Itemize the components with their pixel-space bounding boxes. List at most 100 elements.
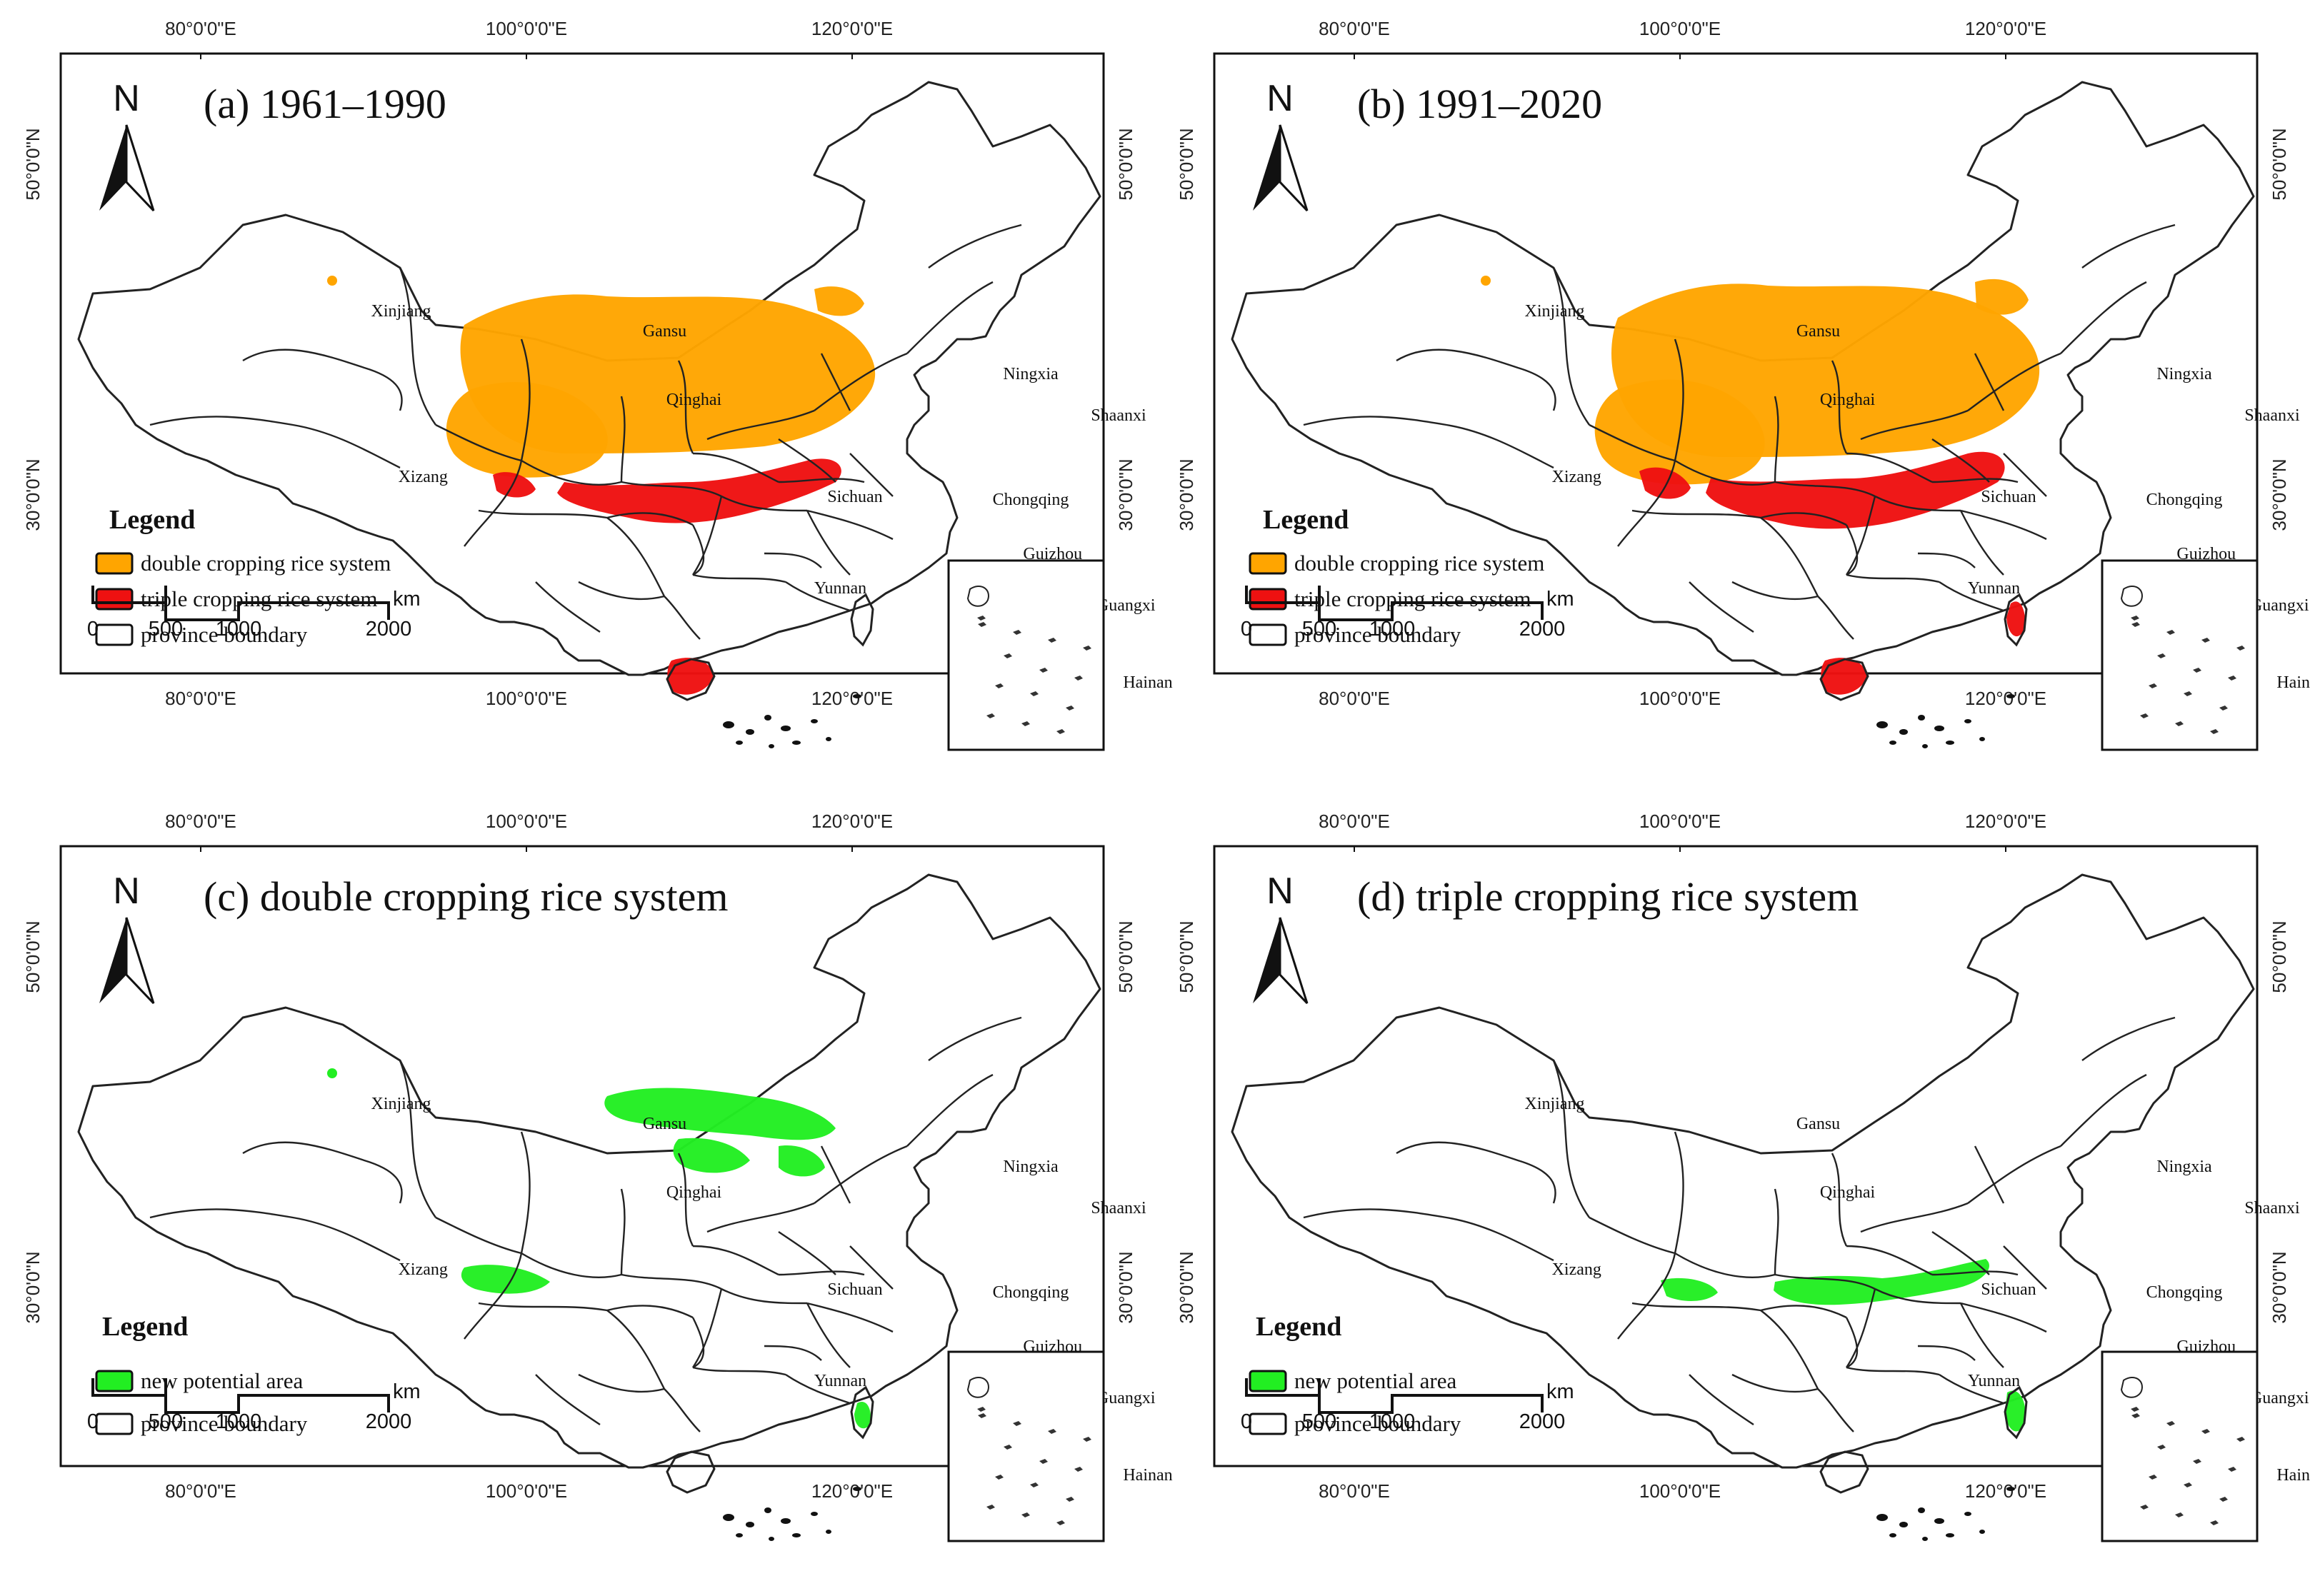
province-boundary-line (1552, 267, 1590, 426)
scale-bar-line (1245, 586, 1544, 621)
inset-island (2219, 1497, 2228, 1502)
scale-label: 500 (1302, 618, 1336, 641)
island-mark (781, 726, 791, 731)
province-boundary-line (1774, 481, 1876, 498)
province-boundary-line (1845, 524, 1859, 576)
province-label: Hainan (1123, 1466, 1172, 1485)
province-boundary-line (1931, 438, 1990, 483)
island-mark (826, 737, 831, 741)
province-boundary-line (1396, 348, 1556, 411)
scale-label: 500 (149, 1410, 183, 1433)
inset-island (2157, 653, 2166, 658)
legend-swatch (1249, 623, 1287, 646)
island-mark (853, 1487, 861, 1491)
province-boundary-line (677, 360, 694, 454)
latitude-label-right: 50°0'0"N (2269, 128, 2290, 200)
island-mark (1876, 721, 1888, 728)
province-boundary-line (692, 1366, 786, 1376)
longitude-label-bottom: 100°0'0"E (1639, 1480, 1721, 1502)
province-boundary-line (677, 1153, 694, 1247)
province-label: Chongqing (2146, 491, 2223, 509)
inset-island (2140, 1505, 2149, 1510)
province-label: Guangxi (1096, 1389, 1156, 1407)
map-panel-d: 80°0'0"E 80°0'0"E 100°0'0"E 100°0'0"E 120°0'… (1176, 810, 2310, 1542)
province-boundary-line (1817, 596, 1854, 640)
legend-label: new potential area (141, 1368, 303, 1393)
island-mark (1934, 1518, 1944, 1524)
inset-island (2140, 713, 2149, 718)
province-boundary-line (778, 1231, 836, 1275)
inset-island (1013, 1421, 1021, 1426)
inset-frame (947, 1350, 1105, 1542)
scale-bar-line (1245, 1378, 1544, 1414)
longitude-label-top: 100°0'0"E (1639, 810, 1721, 832)
latitude-label-right: 30°0'0"N (2269, 458, 2290, 531)
north-arrow-right (125, 124, 155, 212)
province-label: Gansu (1796, 1115, 1840, 1133)
island-mark (1899, 729, 1908, 735)
province-boundary-line (1874, 1288, 1961, 1305)
china-map: HeilongjiangInner MongoliaJilinLiaoningX… (1231, 81, 2310, 748)
latitude-label-right: 30°0'0"N (2269, 1251, 2290, 1323)
island-mark (811, 719, 818, 723)
longitude-label-top: 100°0'0"E (486, 18, 567, 39)
province-boundary-line (806, 509, 894, 541)
scale-bar: 0 500 1000 2000 km (1241, 586, 1574, 641)
longitude-label-top: 80°0'0"E (1319, 810, 1390, 832)
inset-island (2157, 1445, 2166, 1450)
province-boundary-line (535, 581, 601, 633)
inset-island (1030, 1482, 1039, 1487)
triple-cropping-area (1639, 467, 1691, 499)
inset-island (2131, 1413, 2140, 1418)
province-boundary-line (906, 1073, 994, 1147)
latitude-label-left: 50°0'0"N (22, 128, 44, 200)
latitude-label-left: 50°0'0"N (1176, 128, 1197, 200)
south-china-sea-inset (947, 559, 1105, 751)
north-arrow-right (125, 917, 155, 1005)
north-arrow-label: N (113, 870, 140, 912)
legend-swatch (1249, 552, 1287, 575)
inset-island (2175, 721, 2184, 726)
island-mark (736, 741, 743, 745)
province-boundary-line (778, 438, 836, 483)
inset-island (2193, 668, 2201, 673)
north-arrow-label: N (1266, 78, 1294, 119)
legend-swatch (1249, 1412, 1287, 1435)
island-mark (1979, 1530, 1985, 1534)
province-boundary-line (399, 267, 436, 426)
island-mark (1979, 737, 1985, 741)
province-boundary-line (149, 416, 401, 469)
longitude-label-bottom: 80°0'0"E (165, 1480, 236, 1502)
latitude-label-left: 50°0'0"N (1176, 920, 1197, 993)
island-mark (1946, 741, 1954, 745)
longitude-label-bottom: 80°0'0"E (165, 688, 236, 709)
longitude-label-bottom: 120°0'0"E (811, 688, 893, 709)
inset-frame (2101, 559, 2259, 751)
province-label: Yunnan (1968, 579, 2020, 598)
province-boundary-line (1817, 1388, 1854, 1432)
island-mark (764, 715, 771, 721)
province-boundary-line (1845, 1317, 1859, 1369)
province-boundary-line (620, 396, 626, 483)
province-boundary-line (578, 581, 665, 601)
province-label: Sichuan (827, 1280, 882, 1299)
province-boundary-line (578, 1373, 665, 1393)
province-boundary-line (764, 1345, 822, 1361)
inset-island (1074, 1467, 1083, 1472)
map-panel-b: 80°0'0"E 80°0'0"E 100°0'0"E 100°0'0"E 120°0'… (1176, 18, 2310, 751)
inset-island (2166, 630, 2175, 635)
province-label: Sichuan (1981, 488, 2036, 506)
scale-bar-line (91, 586, 390, 621)
inset-island (2149, 683, 2157, 688)
longitude-label-bottom: 80°0'0"E (1319, 688, 1390, 709)
island-mark (1922, 744, 1928, 748)
island-mark (826, 1530, 831, 1534)
province-label: Chongqing (993, 491, 1069, 509)
province-boundary-line (692, 573, 786, 583)
south-china-sea-inset (2101, 1350, 2259, 1542)
new-potential-area (1661, 1278, 1718, 1301)
province-boundary-line (706, 409, 815, 441)
legend-swatch (95, 1412, 134, 1435)
province-label: Xinjiang (371, 302, 431, 321)
province-boundary-line (1959, 510, 2004, 576)
